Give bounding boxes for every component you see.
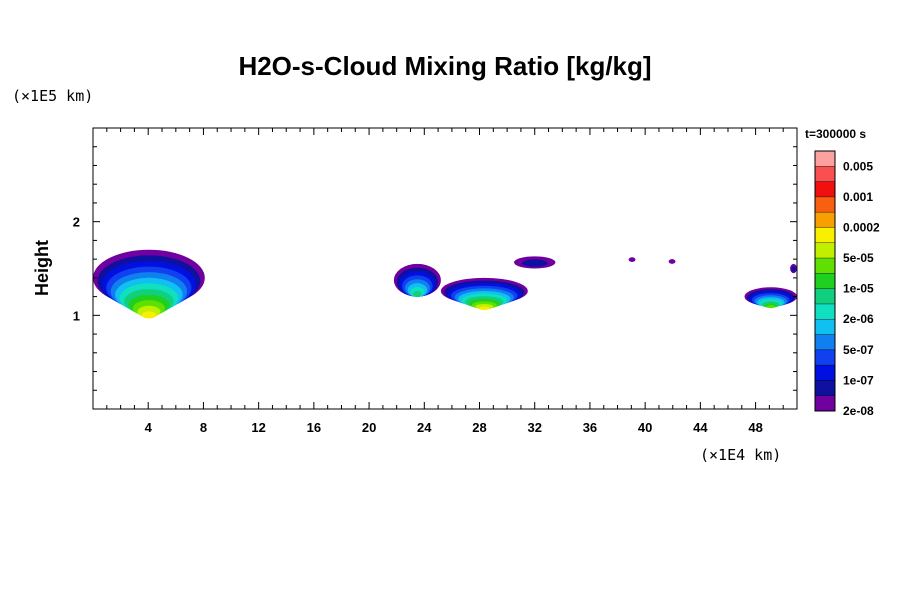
cloud-field — [93, 249, 797, 319]
cloud-contour — [413, 290, 422, 298]
colorbar-label: 0.001 — [843, 190, 873, 204]
cloud-contour — [521, 259, 548, 267]
colorbar-swatch — [815, 303, 835, 320]
colorbar-swatch — [815, 227, 835, 244]
cloud-contour — [141, 311, 157, 319]
y-tick-label: 1 — [73, 308, 80, 323]
colorbar-label: 0.005 — [843, 159, 873, 173]
colorbar-swatch — [815, 181, 835, 198]
plot-frame — [92, 127, 798, 410]
chart-title: H2O-s-Cloud Mixing Ratio [kg/kg] — [238, 51, 651, 81]
colorbar-swatch — [815, 334, 835, 351]
colorbar-label: 5e-07 — [843, 343, 874, 357]
cloud-region — [628, 257, 636, 262]
colorbar-label: 0.0002 — [843, 220, 880, 234]
colorbar: 0.005 0.001 0.0002 5e-05 1e-05 2e-06 5e-07 1e-0… — [814, 150, 880, 418]
colorbar-label: 2e-06 — [843, 312, 874, 326]
cloud-contour — [478, 306, 490, 310]
cloud-region — [514, 256, 556, 269]
x-tick-label: 12 — [251, 420, 265, 435]
cloud-region — [93, 249, 205, 319]
colorbar-swatch — [815, 212, 835, 228]
colorbar-label: 5e-05 — [843, 251, 874, 265]
colorbar-swatch — [815, 349, 835, 366]
colorbar-swatch — [815, 273, 835, 290]
x-tick-label: 16 — [307, 420, 321, 435]
x-tick-label: 24 — [417, 420, 432, 435]
colorbar-swatch — [815, 258, 835, 274]
x-axis-multiplier: (×1E4 km) — [700, 446, 781, 464]
colorbar-swatch — [815, 395, 835, 412]
cloud-contour — [628, 257, 636, 262]
colorbar-swatch — [815, 151, 835, 167]
colorbar-label: 2e-08 — [843, 404, 874, 418]
colorbar-label: 1e-05 — [843, 282, 874, 296]
colorbar-swatch — [815, 319, 835, 336]
cloud-region — [790, 263, 797, 274]
x-tick-label: 48 — [748, 420, 762, 435]
axis-ticks — [93, 128, 797, 409]
plot-area: 4 8 12 16 20 24 28 32 36 40 44 48 12 — [73, 127, 798, 435]
cloud-region — [668, 259, 676, 264]
cloud-contour — [766, 305, 775, 309]
colorbar-swatch — [815, 196, 835, 213]
x-tick-label: 28 — [472, 420, 486, 435]
y-tick-labels: 12 — [73, 215, 80, 324]
y-axis-multiplier: (×1E5 km) — [12, 87, 93, 105]
y-tick-label: 2 — [73, 215, 80, 230]
x-tick-label: 44 — [693, 420, 708, 435]
x-tick-label: 8 — [200, 420, 207, 435]
time-label: t=300000 s — [805, 127, 866, 141]
x-tick-label: 32 — [527, 420, 541, 435]
cloud-contour — [791, 266, 796, 272]
x-tick-label: 36 — [583, 420, 597, 435]
x-tick-label: 40 — [638, 420, 652, 435]
y-axis-label: Height — [32, 240, 52, 296]
cloud-region — [744, 287, 797, 309]
colorbar-swatch — [815, 380, 835, 397]
x-tick-label: 20 — [362, 420, 376, 435]
colorbar-swatch — [815, 166, 835, 183]
cloud-region — [393, 263, 441, 298]
x-tick-labels: 4 8 12 16 20 24 28 32 36 40 44 48 — [145, 420, 763, 435]
colorbar-swatch — [815, 242, 835, 259]
colorbar-swatch — [815, 288, 835, 305]
x-tick-label: 4 — [145, 420, 153, 435]
colorbar-frame — [814, 150, 836, 412]
colorbar-label: 1e-07 — [843, 373, 874, 387]
cloud-region — [440, 277, 528, 310]
colorbar-swatch — [815, 365, 835, 381]
cloud-contour — [668, 259, 676, 264]
